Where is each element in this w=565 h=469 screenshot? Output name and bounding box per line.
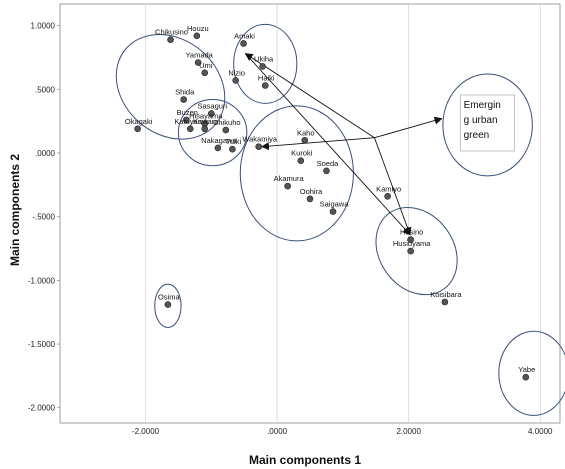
point-label: Saigawa bbox=[320, 200, 350, 209]
y-tick-label: -.5000 bbox=[32, 213, 55, 222]
data-point bbox=[240, 40, 247, 47]
data-point bbox=[164, 301, 172, 308]
annotation-box bbox=[460, 94, 515, 152]
cluster-ellipse bbox=[442, 73, 533, 177]
data-point bbox=[201, 125, 209, 133]
y-tick-label: 1.0000 bbox=[31, 22, 56, 31]
cluster-ellipse bbox=[115, 33, 226, 140]
data-point bbox=[407, 236, 414, 243]
arrow-line bbox=[244, 53, 375, 139]
point-label: Nizio bbox=[228, 68, 245, 77]
data-point bbox=[208, 110, 215, 117]
point-label: Chikuho bbox=[213, 118, 241, 127]
y-tick-label: -1.0000 bbox=[28, 276, 56, 285]
arrow-line bbox=[260, 137, 375, 151]
data-point bbox=[407, 247, 414, 255]
annotation-text: g urban bbox=[464, 115, 498, 126]
annotation-text: green bbox=[464, 130, 490, 141]
point-label: Houzu bbox=[187, 24, 209, 33]
annotation-text: Emergin bbox=[464, 100, 501, 111]
data-point bbox=[306, 195, 314, 203]
y-tick-label: -1.5000 bbox=[28, 340, 56, 349]
data-point bbox=[134, 125, 141, 133]
point-label: Amaki bbox=[234, 31, 255, 40]
cluster-ellipse bbox=[154, 283, 182, 328]
x-tick-label: -2.0000 bbox=[132, 427, 160, 436]
data-point bbox=[441, 298, 449, 306]
point-label: Hisayama bbox=[189, 112, 223, 121]
data-point bbox=[384, 193, 391, 200]
point-label: Akamura bbox=[274, 174, 305, 183]
point-label: Yamada bbox=[185, 51, 213, 60]
y-tick-label: .5000 bbox=[35, 85, 56, 94]
data-point bbox=[167, 36, 174, 43]
data-point bbox=[329, 208, 337, 215]
cluster-ellipse bbox=[233, 23, 298, 104]
point-label: Yabe bbox=[518, 365, 535, 374]
cluster-ellipse bbox=[177, 99, 248, 167]
point-label: Oohira bbox=[300, 187, 323, 196]
arrow-line bbox=[374, 137, 412, 236]
data-point bbox=[261, 82, 269, 89]
cluster-ellipse bbox=[375, 206, 458, 296]
point-label: Sasaguri bbox=[198, 102, 228, 111]
arrow-line bbox=[245, 53, 411, 236]
point-label: Chikusino bbox=[155, 28, 188, 37]
data-point bbox=[232, 77, 239, 84]
arrow-line bbox=[374, 116, 443, 139]
point-label: Shida bbox=[175, 88, 195, 97]
point-label: Koisibara bbox=[430, 290, 462, 299]
data-point bbox=[222, 126, 230, 134]
point-label: Husiuyama bbox=[393, 239, 431, 248]
data-point bbox=[301, 136, 309, 144]
x-tick-label: 2.0000 bbox=[396, 427, 421, 436]
point-label: Kuroki bbox=[291, 149, 313, 158]
data-point bbox=[297, 157, 305, 164]
plot-area: -2.0000 .0000 2.0000 4.0000 1.0000 .5000 .0000… bbox=[28, 3, 565, 436]
point-label: Soeda bbox=[317, 159, 340, 168]
cluster-ellipse bbox=[239, 105, 354, 242]
data-point bbox=[522, 373, 530, 381]
point-label: Kawara bbox=[193, 117, 219, 126]
data-point bbox=[186, 125, 194, 133]
data-point bbox=[229, 145, 236, 153]
point-label: Hosino bbox=[400, 228, 423, 237]
point-label: Okagaki bbox=[125, 117, 153, 126]
point-label: Nakagawa bbox=[201, 136, 237, 145]
data-point bbox=[194, 59, 202, 66]
y-tick-label: .0000 bbox=[35, 149, 56, 158]
x-tick-label: .0000 bbox=[267, 427, 288, 436]
point-label: Katuyama bbox=[174, 117, 209, 126]
data-point bbox=[214, 144, 222, 152]
x-tick-label: 4.0000 bbox=[528, 427, 553, 436]
data-point bbox=[323, 167, 330, 175]
y-tick-label: -2.0000 bbox=[28, 404, 56, 413]
point-label: Umi bbox=[199, 61, 213, 70]
point-label: Haiki bbox=[258, 74, 275, 83]
data-point bbox=[180, 96, 187, 103]
data-point bbox=[284, 182, 291, 190]
y-axis-label: Main components 2 bbox=[8, 154, 22, 266]
point-label: Kamiyo bbox=[376, 184, 401, 193]
point-label: Ukiha bbox=[254, 54, 274, 63]
data-point bbox=[255, 143, 262, 150]
plot-frame bbox=[59, 3, 561, 424]
data-point bbox=[193, 32, 201, 40]
point-label: Wakamiya bbox=[242, 135, 278, 144]
x-axis-label: Main components 1 bbox=[249, 453, 361, 467]
point-label: Kaho bbox=[297, 128, 315, 137]
point-label: Tuiki bbox=[226, 137, 242, 146]
data-point bbox=[201, 69, 209, 77]
point-label: Buzen bbox=[177, 108, 198, 117]
data-point bbox=[183, 116, 190, 124]
point-label: Osima bbox=[158, 293, 180, 302]
cluster-ellipse bbox=[498, 330, 565, 416]
data-point bbox=[259, 63, 266, 70]
